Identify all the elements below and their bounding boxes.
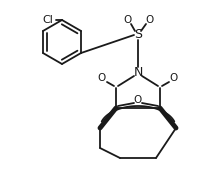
Text: O: O	[134, 95, 142, 105]
Text: O: O	[145, 15, 153, 25]
Text: O: O	[124, 15, 132, 25]
Text: Cl: Cl	[42, 15, 53, 25]
Text: S: S	[134, 29, 142, 42]
Text: O: O	[98, 73, 106, 83]
Text: O: O	[170, 73, 178, 83]
Text: N: N	[133, 65, 143, 78]
